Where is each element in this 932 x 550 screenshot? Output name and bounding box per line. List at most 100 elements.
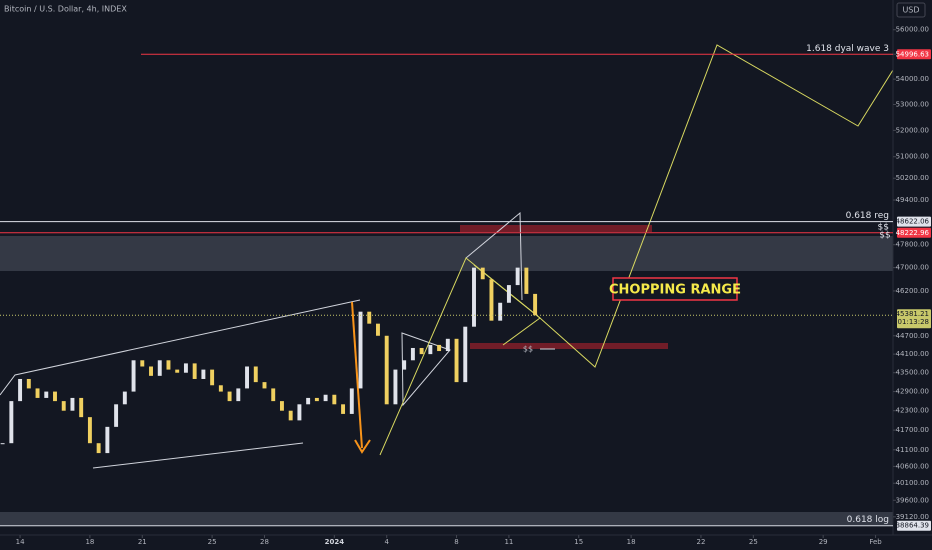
candle: [0, 443, 5, 445]
candle: [9, 401, 14, 444]
price-badge: [897, 49, 931, 60]
candle: [61, 401, 66, 411]
candle: [367, 311, 372, 324]
y-tick-label: 53000.00: [896, 101, 929, 109]
y-tick-label: 44700.00: [896, 332, 929, 340]
zone: [0, 236, 893, 271]
y-tick-label: 41100.00: [896, 446, 929, 454]
y-tick-label: 50200.00: [896, 174, 929, 182]
candle: [341, 404, 346, 414]
y-tick-label: 51000.00: [896, 153, 929, 161]
candle: [437, 344, 442, 352]
y-tick-label: 40100.00: [896, 479, 929, 487]
candle: [131, 360, 136, 392]
arrow-head: [354, 439, 371, 454]
candle: [297, 404, 302, 421]
range-label: CHOPPING RANGE: [609, 283, 741, 298]
candle: [524, 267, 529, 294]
candle: [288, 410, 293, 421]
zone: [470, 343, 668, 349]
y-tick-label: 46200.00: [896, 287, 929, 295]
x-tick-label: 15: [574, 538, 583, 546]
liquidity-label: $$: [879, 230, 890, 240]
candle: [428, 344, 433, 355]
candle: [314, 397, 319, 402]
candle: [376, 323, 380, 336]
candle: [70, 397, 75, 411]
candle: [53, 391, 57, 402]
price-badge: [897, 216, 931, 227]
x-tick-label: Feb: [869, 538, 882, 546]
y-tick-label: 39600.00: [896, 496, 929, 504]
current-price: 45381.21: [896, 310, 929, 318]
candle: [166, 360, 171, 370]
x-tick-label: 11: [504, 538, 513, 546]
candle: [96, 443, 101, 454]
x-tick-label: 8: [454, 538, 458, 546]
candle: [489, 279, 494, 321]
candle: [279, 401, 284, 411]
candle: [454, 338, 459, 383]
candle: [201, 369, 206, 379]
x-tick-label: 29: [819, 538, 828, 546]
range-box: [612, 277, 738, 301]
candle: [402, 360, 407, 370]
y-tick-label: 47800.00: [896, 241, 929, 249]
candle: [210, 369, 215, 386]
projection: [379, 44, 894, 456]
candle: [44, 391, 49, 398]
candle: [358, 311, 363, 389]
candle: [445, 338, 450, 352]
candle: [332, 394, 337, 405]
candle: [533, 293, 538, 316]
candle: [149, 366, 153, 376]
candle: [271, 388, 276, 402]
level-label: 1.618 dyal wave 3: [806, 44, 889, 54]
price-badge-label: 38864.39: [896, 522, 929, 530]
candle: [262, 382, 267, 389]
y-tick-label: 56000.00: [896, 26, 929, 34]
candle: [122, 391, 127, 405]
candle: [105, 426, 110, 454]
liquidity-label: $$: [523, 345, 533, 354]
candle: [463, 326, 468, 383]
trendline: [92, 442, 304, 469]
price-badge-label: 54996.63: [896, 50, 929, 58]
candle: [515, 267, 520, 286]
drawings: [0, 44, 894, 469]
candle: [253, 366, 258, 383]
arrow: [351, 301, 363, 449]
candle: [114, 404, 119, 427]
x-tick-label: 4: [384, 538, 389, 546]
x-tick-label: 14: [16, 538, 25, 546]
y-tick-label: 40600.00: [896, 462, 929, 470]
price-badge-label: 48622.06: [896, 218, 930, 226]
candle: [26, 378, 31, 389]
countdown: 01:13:28: [898, 318, 929, 326]
currency-box: [896, 2, 926, 18]
x-tick-label: 25: [749, 538, 758, 546]
candle: [506, 285, 511, 303]
y-tick-label: 39120.00: [896, 513, 929, 521]
trendline: [0, 299, 361, 396]
level-label: 0.618 log: [847, 515, 889, 525]
candle: [393, 369, 398, 405]
y-tick-label: 42300.00: [896, 407, 929, 415]
candle: [410, 347, 415, 361]
x-tick-label: 21: [138, 538, 147, 546]
zone: [460, 225, 652, 232]
price-badge: [897, 520, 931, 531]
zone: [0, 512, 893, 525]
y-tick-label: 42900.00: [896, 388, 929, 396]
candle: [218, 385, 223, 392]
price-badge: [897, 227, 931, 238]
level-label: 0.618 reg: [846, 211, 889, 221]
price-badge-label: 48222.96: [896, 229, 930, 237]
candle: [192, 363, 197, 379]
candle: [419, 347, 424, 355]
x-tick-label: 25: [208, 538, 217, 546]
candle: [87, 417, 92, 444]
x-tick-label: 2024: [325, 538, 345, 546]
